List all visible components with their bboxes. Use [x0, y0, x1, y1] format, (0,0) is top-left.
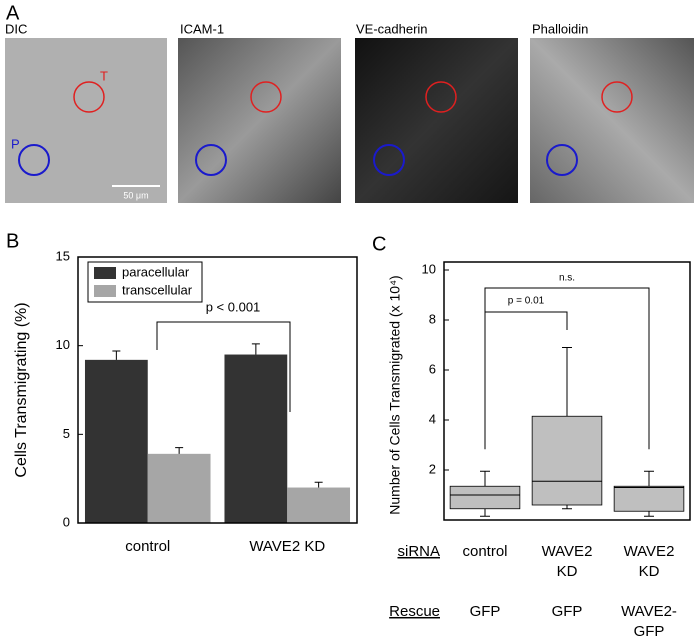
legend-swatch — [94, 267, 116, 279]
micrographs — [5, 38, 694, 203]
y-tick-label: 0 — [63, 514, 70, 529]
table-cell: KD — [557, 563, 578, 580]
panel-label: C — [372, 233, 386, 255]
y-tick-label: 2 — [429, 461, 436, 476]
box — [531, 415, 603, 506]
table-cell: KD — [639, 563, 660, 580]
bar — [84, 359, 148, 523]
y-tick-label: 6 — [429, 361, 436, 376]
bracket — [484, 311, 568, 450]
marker-circle — [425, 81, 457, 113]
plot-frame — [77, 256, 358, 524]
annotation: n.s. — [559, 273, 575, 284]
table-cell: GFP — [552, 603, 583, 620]
marker-circle — [373, 144, 405, 176]
marker-circle — [18, 144, 50, 176]
table-cell: GFP — [634, 623, 665, 638]
table-cell: WAVE2- — [621, 603, 677, 620]
y-axis-label: Number of Cells Transmigrated (x 10⁴) — [387, 275, 403, 514]
y-tick-label: 10 — [56, 337, 70, 352]
x-tick-label: WAVE2 KD — [249, 538, 325, 555]
box — [449, 485, 521, 510]
error-bar — [251, 343, 260, 355]
bracket — [156, 321, 291, 412]
y-tick-label: 4 — [429, 411, 436, 426]
panel-label: A — [6, 2, 20, 24]
y-tick-label: 10 — [422, 261, 436, 276]
image — [178, 38, 341, 203]
annotation: p < 0.001 — [206, 299, 261, 314]
marker-label: T — [100, 68, 108, 83]
marker-circle — [73, 81, 105, 113]
box — [613, 485, 685, 512]
plot-frame — [443, 261, 691, 521]
error-bar — [112, 350, 121, 360]
y-tick-label: 5 — [63, 426, 70, 441]
image-title: DIC — [5, 21, 27, 36]
y-axis-label: Cells Transmigrating (%) — [13, 302, 30, 477]
error-bar — [175, 447, 184, 454]
marker-circle — [546, 144, 578, 176]
bar — [147, 453, 211, 523]
table-cell: WAVE2 — [624, 543, 675, 560]
marker-circle — [250, 81, 282, 113]
legend-label: paracellular — [122, 264, 190, 279]
bar — [224, 354, 288, 523]
y-tick-label: 15 — [56, 248, 70, 263]
marker-label: P — [11, 136, 20, 151]
image-title: Phalloidin — [532, 21, 588, 36]
image-title: ICAM-1 — [180, 21, 224, 36]
table-cell: control — [462, 543, 507, 560]
marker-circle — [601, 81, 633, 113]
bracket — [484, 287, 650, 450]
image-title: VE-cadherin — [356, 21, 428, 36]
legend-label: transcellular — [122, 282, 193, 297]
scale-label: 50 μm — [123, 190, 148, 200]
table-header: Rescue — [389, 603, 440, 620]
x-tick-label: control — [125, 538, 170, 555]
table-cell: WAVE2 — [542, 543, 593, 560]
annotation: p = 0.01 — [508, 296, 545, 307]
image — [530, 38, 694, 203]
panel-label: B — [6, 230, 19, 252]
error-bar — [314, 481, 323, 488]
legend-swatch — [94, 285, 116, 297]
table-cell: GFP — [470, 603, 501, 620]
image — [355, 38, 518, 203]
table-header: siRNA — [397, 543, 440, 560]
bar — [287, 487, 351, 523]
y-tick-label: 8 — [429, 311, 436, 326]
marker-circle — [195, 144, 227, 176]
image — [5, 38, 167, 203]
